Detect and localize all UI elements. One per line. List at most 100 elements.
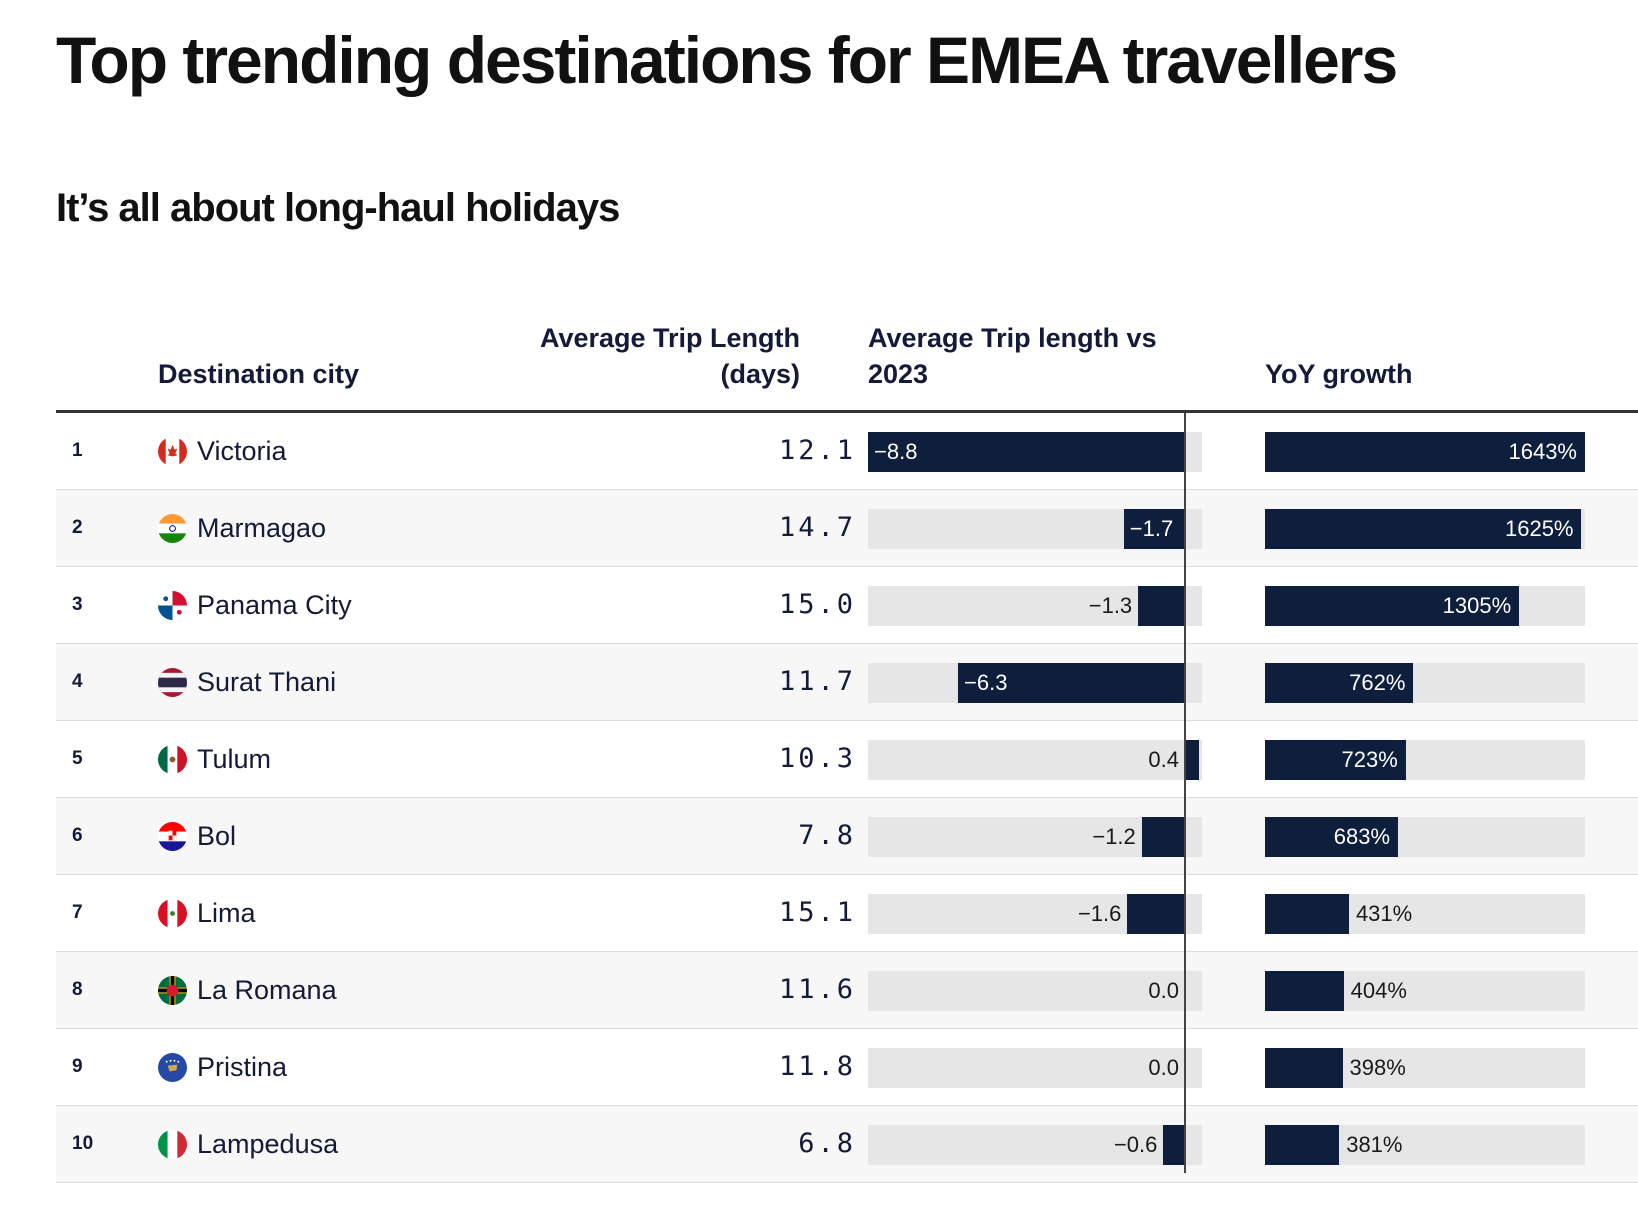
yoy-bar <box>1265 1048 1343 1088</box>
diff-value-label: −1.3 <box>1088 593 1133 618</box>
header-average-trip-length-line2: (days) <box>720 359 800 389</box>
canada-flag-icon <box>158 437 187 466</box>
yoy-bar <box>1265 971 1344 1011</box>
yoy-bar <box>1265 663 1414 703</box>
page-title: Top trending destinations for EMEA trave… <box>56 23 1398 97</box>
rank-number: 10 <box>72 1133 94 1154</box>
destination-city-name: Marmagao <box>197 513 327 543</box>
diff-bar <box>1163 1125 1185 1165</box>
destination-city-name: Panama City <box>197 590 352 620</box>
destination-city-name: Surat Thani <box>197 667 337 697</box>
header-yoy-growth: YoY growth <box>1265 359 1413 389</box>
kosovo-flag-icon <box>158 1053 187 1082</box>
destinations-table: 1 Victoria 12.1 −8.8 1643% 2 Marmagao 14.7 −1.7 1… <box>56 413 1638 1183</box>
diff-bar <box>958 663 1185 703</box>
diff-value-label: 0.0 <box>1148 978 1179 1003</box>
diff-bar-track <box>868 740 1202 780</box>
yoy-value-label: 723% <box>1341 747 1398 772</box>
diff-bar <box>1141 817 1185 857</box>
diff-bar <box>1138 586 1185 626</box>
average-trip-length-value: 7.8 <box>798 820 856 851</box>
rank-number: 5 <box>72 748 83 769</box>
diff-bar-track <box>868 1125 1202 1165</box>
destination-city-name: Victoria <box>197 436 287 466</box>
diff-value-label: −1.7 <box>1129 516 1174 541</box>
rank-number: 1 <box>72 440 83 461</box>
header-divider <box>56 410 1638 413</box>
table-row: 3 Panama City 15.0 −1.3 1305% <box>56 567 1638 644</box>
diff-bar <box>1185 740 1200 780</box>
diff-bar <box>1127 894 1185 934</box>
mexico-flag-icon <box>158 745 187 774</box>
destination-city-name: Lima <box>197 898 256 928</box>
diff-value-label: −6.3 <box>964 670 1008 695</box>
table-row: 10 Lampedusa 6.8 −0.6 381% <box>56 1106 1638 1183</box>
destination-city-name: Pristina <box>197 1052 288 1082</box>
diff-value-label: 0.0 <box>1148 1055 1179 1080</box>
yoy-bar <box>1265 894 1349 934</box>
yoy-bar <box>1265 509 1582 549</box>
rank-number: 4 <box>72 671 83 692</box>
diff-value-label: −0.6 <box>1113 1132 1158 1157</box>
header-trip-length-vs-2023-line2: 2023 <box>868 359 929 389</box>
average-trip-length-value: 6.8 <box>798 1128 856 1159</box>
panama-flag-icon <box>158 591 187 620</box>
average-trip-length-value: 11.8 <box>778 1051 856 1082</box>
page-subtitle: It’s all about long-haul holidays <box>56 186 620 230</box>
header-trip-length-vs-2023: Average Trip length vs 2023 <box>868 320 1228 392</box>
yoy-bar <box>1265 740 1406 780</box>
header-trip-length-vs-2023-line1: Average Trip length vs <box>868 323 1157 353</box>
yoy-value-label: 1305% <box>1442 593 1512 618</box>
yoy-value-label: 683% <box>1333 824 1391 849</box>
table-row: 8 La Romana 11.6 0.0 404% <box>56 952 1638 1029</box>
yoy-value-label: 398% <box>1349 1055 1406 1080</box>
yoy-value-label: 1643% <box>1508 439 1577 464</box>
diff-bar-track <box>868 1048 1202 1088</box>
table-row: 2 Marmagao 14.7 −1.7 1625% <box>56 490 1638 567</box>
diff-bar <box>868 432 1185 472</box>
destination-city-name: Bol <box>197 821 237 851</box>
diff-bar-track <box>868 971 1202 1011</box>
table-row: 5 Tulum 10.3 0.4 723% <box>56 721 1638 798</box>
destination-city-name: La Romana <box>197 975 337 1005</box>
average-trip-length-value: 11.6 <box>778 974 856 1005</box>
yoy-value-label: 431% <box>1355 901 1413 926</box>
diff-value-label: −1.2 <box>1092 824 1136 849</box>
average-trip-length-value: 12.1 <box>778 435 856 466</box>
yoy-value-label: 1625% <box>1504 516 1574 541</box>
destination-city-name: Tulum <box>197 744 272 774</box>
average-trip-length-value: 10.3 <box>778 743 856 774</box>
average-trip-length-value: 14.7 <box>778 512 856 543</box>
diff-value-label: 0.4 <box>1148 747 1179 772</box>
diff-value-label: −1.6 <box>1077 901 1122 926</box>
rank-number: 8 <box>72 979 83 1000</box>
header-average-trip-length-line1: Average Trip Length <box>539 323 800 353</box>
yoy-bar <box>1265 817 1399 857</box>
yoy-bar <box>1265 432 1585 472</box>
table-row: 4 Surat Thani 11.7 −6.3 762% <box>56 644 1638 721</box>
yoy-value-label: 381% <box>1346 1132 1403 1157</box>
rank-number: 7 <box>72 902 83 923</box>
yoy-value-label: 404% <box>1350 978 1407 1003</box>
thailand-flag-icon <box>158 668 187 697</box>
rank-number: 9 <box>72 1056 83 1077</box>
india-flag-icon <box>158 514 187 543</box>
average-trip-length-value: 15.1 <box>778 897 856 928</box>
rank-number: 6 <box>72 825 83 846</box>
yoy-bar <box>1265 586 1520 626</box>
italy-flag-icon <box>158 1130 187 1159</box>
diff-value-label: −8.8 <box>874 439 918 464</box>
diff-zero-axis-line <box>1184 413 1186 1173</box>
dominica-flag-icon <box>158 976 187 1005</box>
average-trip-length-value: 11.7 <box>778 666 856 697</box>
header-average-trip-length: Average Trip Length (days) <box>455 320 800 392</box>
yoy-bar <box>1265 1125 1340 1165</box>
average-trip-length-value: 15.0 <box>778 589 856 620</box>
diff-bar <box>1123 509 1185 549</box>
rank-number: 3 <box>72 594 83 615</box>
peru-flag-icon <box>158 899 187 928</box>
croatia-flag-icon <box>158 822 187 851</box>
yoy-value-label: 762% <box>1349 670 1406 695</box>
table-row: 9 Pristina 11.8 0.0 398% <box>56 1029 1638 1106</box>
header-destination-city: Destination city <box>158 359 360 389</box>
